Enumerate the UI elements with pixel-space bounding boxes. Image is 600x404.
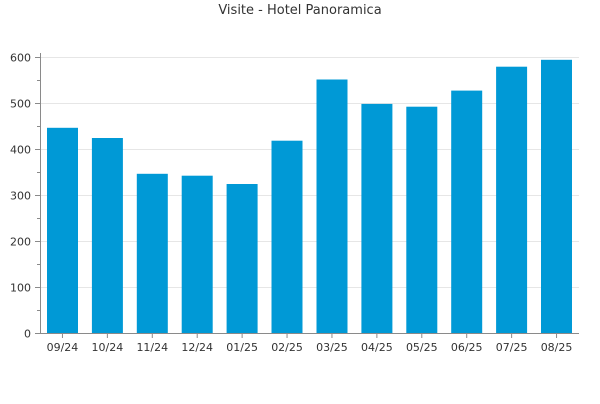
chart-title: Visite - Hotel Panoramica xyxy=(218,3,382,18)
y-tick-label: 500 xyxy=(10,98,31,111)
y-tick-label: 300 xyxy=(10,190,31,203)
bar-07-25 xyxy=(496,66,528,333)
x-tick-label: 06/25 xyxy=(451,341,483,354)
bar-layer xyxy=(47,59,572,334)
label-layer: 0 100 200 300 400 500 600 09/24 10/24 11/24 12/24 0… xyxy=(10,52,572,355)
grid-layer xyxy=(40,57,579,288)
bar-01-25 xyxy=(226,184,258,333)
bar-05-25 xyxy=(406,106,438,333)
y-tick-label: 200 xyxy=(10,236,31,249)
x-tick-label: 08/25 xyxy=(541,341,573,354)
bar-03-25 xyxy=(316,79,348,333)
x-tick-label: 01/25 xyxy=(226,341,258,354)
x-tick-label: 02/25 xyxy=(271,341,303,354)
x-tick-label: 05/25 xyxy=(406,341,438,354)
y-tick-label: 600 xyxy=(10,52,31,65)
x-tick-label: 07/25 xyxy=(496,341,528,354)
bar-11-24 xyxy=(136,173,168,333)
bar-02-25 xyxy=(271,140,303,333)
y-tick-label: 100 xyxy=(10,282,31,295)
x-tick-label: 09/24 xyxy=(47,341,79,354)
bar-04-25 xyxy=(361,103,393,334)
bar-10-24 xyxy=(91,138,123,333)
x-tick-label: 03/25 xyxy=(316,341,348,354)
x-tick-label: 12/24 xyxy=(181,341,213,354)
x-tick-label: 04/25 xyxy=(361,341,393,354)
x-tick-label: 11/24 xyxy=(136,341,168,354)
y-tick-label: 0 xyxy=(24,328,31,341)
bar-09-24 xyxy=(47,127,78,333)
x-tick-label: 10/24 xyxy=(92,341,124,354)
bar-08-25 xyxy=(541,59,572,334)
bar-06-25 xyxy=(451,90,483,333)
bar-12-24 xyxy=(181,175,213,333)
y-tick-label: 400 xyxy=(10,144,31,157)
axis-layer xyxy=(35,53,579,338)
